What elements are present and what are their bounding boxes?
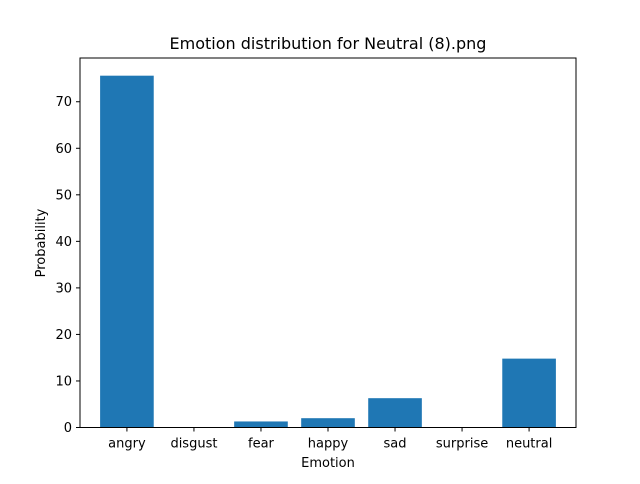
- bar-sad: [368, 398, 422, 428]
- y-tick-label: 70: [55, 95, 72, 110]
- y-tick-label: 10: [55, 374, 72, 389]
- x-tick-label: angry: [108, 437, 146, 452]
- x-axis-label: Emotion: [301, 456, 355, 471]
- x-tick-label: disgust: [170, 437, 217, 452]
- y-tick-label: 40: [55, 235, 72, 250]
- y-axis-label: Probability: [34, 208, 49, 277]
- y-tick-label: 50: [55, 188, 72, 203]
- x-tick-label: sad: [384, 437, 407, 452]
- x-tick-label: happy: [308, 437, 349, 452]
- bar-angry: [100, 75, 154, 428]
- bars-group: [100, 75, 556, 428]
- y-axis-ticks: 0 10 20 30 40 50 60 70: [55, 95, 80, 436]
- x-tick-label: surprise: [436, 437, 488, 452]
- y-tick-label: 20: [55, 328, 72, 343]
- chart-title: Emotion distribution for Neutral (8).png: [170, 34, 487, 53]
- bar-neutral: [502, 358, 556, 428]
- x-axis-ticks: angry disgust fear happy sad surprise neutral: [108, 427, 553, 452]
- plot-frame: [79, 57, 577, 428]
- bar-fear: [234, 421, 288, 428]
- y-tick-label: 30: [55, 281, 72, 296]
- y-tick-label: 60: [55, 142, 72, 157]
- y-tick-label: 0: [64, 421, 72, 436]
- x-tick-label: neutral: [506, 437, 553, 452]
- x-tick-label: fear: [248, 437, 275, 452]
- bar-happy: [301, 418, 355, 428]
